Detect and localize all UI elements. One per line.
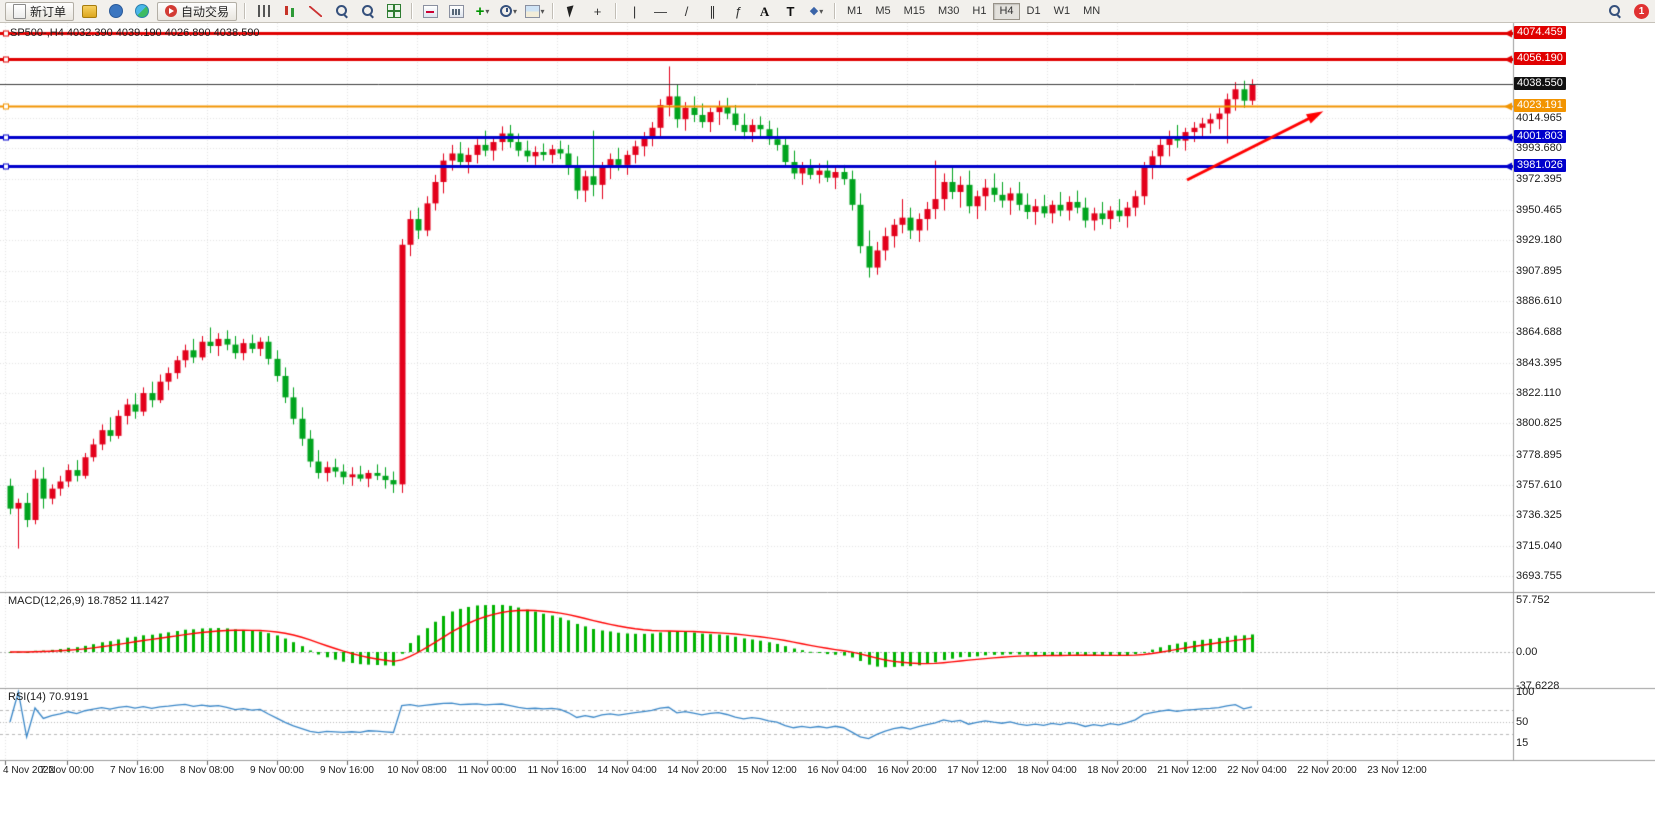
candlestick-chart-icon-glyph: [283, 5, 296, 18]
auto-trading-button-label: 自动交易: [181, 4, 230, 19]
timeframe-button-D1[interactable]: D1: [1021, 3, 1047, 20]
toolbar-separator: [552, 3, 555, 19]
terminal-icon-glyph: [82, 4, 98, 18]
toolbar-separator: [615, 3, 618, 19]
line-chart-icon-glyph: [309, 5, 323, 17]
chevron-down-icon: ▾: [485, 6, 490, 16]
auto-scroll-icon[interactable]: [418, 1, 443, 22]
text-label-icon[interactable]: T: [778, 1, 803, 22]
timeframe-button-H4[interactable]: H4: [993, 2, 1020, 20]
terminal-icon[interactable]: [77, 1, 102, 22]
templates-button-glyph: [524, 4, 540, 18]
timeframe-button-W1[interactable]: W1: [1048, 3, 1077, 20]
chart-shift-icon-glyph: [449, 4, 465, 18]
arrows-icon-glyph: ◆: [809, 4, 819, 17]
chevron-down-icon: ▾: [819, 6, 824, 16]
chevron-down-icon: ▾: [540, 6, 545, 16]
cursor-icon[interactable]: [559, 1, 584, 22]
fibonacci-icon-glyph: ƒ: [734, 3, 743, 19]
zoom-in-icon-glyph: [335, 4, 349, 18]
candlestick-chart-icon[interactable]: [277, 1, 302, 22]
horizontal-line-icon-glyph: —: [654, 3, 668, 19]
new-order-button-label: 新订单: [30, 4, 67, 19]
new-order-button-glyph: [13, 3, 26, 19]
new-order-button[interactable]: 新订单: [5, 1, 75, 21]
toolbar-separator: [411, 3, 414, 19]
community-icon-glyph: [134, 4, 149, 18]
bar-chart-icon[interactable]: [251, 1, 276, 22]
crosshair-icon-glyph: +: [593, 3, 602, 19]
auto-scroll-icon-glyph: [423, 4, 439, 18]
timeframe-button-H1[interactable]: H1: [966, 3, 992, 20]
notification-badge[interactable]: 1: [1634, 3, 1649, 19]
timeframe-button-M30[interactable]: M30: [932, 3, 965, 20]
periods-button[interactable]: ▾: [496, 1, 521, 22]
line-chart-icon[interactable]: [303, 1, 328, 22]
timeframe-button-M15[interactable]: M15: [898, 3, 931, 20]
text-label-icon-glyph: T: [786, 3, 795, 19]
channel-icon[interactable]: ∥: [700, 1, 725, 22]
bar-chart-icon-glyph: [257, 5, 270, 17]
indicators-button[interactable]: + ▾: [470, 1, 495, 22]
timeframe-button-M5[interactable]: M5: [869, 3, 896, 20]
zoom-out-icon-glyph: [361, 4, 375, 18]
search-icon-glyph: [1608, 4, 1622, 18]
timeframe-button-MN[interactable]: MN: [1077, 3, 1106, 20]
trendline-icon[interactable]: /: [674, 1, 699, 22]
text-icon[interactable]: A: [752, 1, 777, 22]
toolbar-separator: [834, 3, 837, 19]
trendline-icon-glyph: /: [684, 3, 689, 19]
market-watch-icon-glyph: [108, 4, 123, 18]
channel-icon-glyph: ∥: [709, 3, 716, 19]
zoom-out-icon[interactable]: [355, 1, 380, 22]
templates-button[interactable]: ▾: [522, 1, 547, 22]
market-watch-icon[interactable]: [103, 1, 128, 22]
periods-button-glyph: [500, 5, 513, 17]
vertical-line-icon[interactable]: |: [622, 1, 647, 22]
toolbar: 新订单 自动交易 + ▾ ▾ ▾ + | — / ∥ ƒ A T ◆ ▾ M1 M5 M15 M30 H1 H4 D1 W1 M…: [0, 0, 1655, 23]
chart-shift-icon[interactable]: [444, 1, 469, 22]
horizontal-line-icon[interactable]: —: [648, 1, 673, 22]
community-icon[interactable]: [129, 1, 154, 22]
search-icon[interactable]: [1602, 1, 1627, 22]
tile-windows-icon-glyph: [386, 4, 401, 18]
text-icon-glyph: A: [759, 3, 770, 19]
tile-windows-icon[interactable]: [381, 1, 406, 22]
toolbar-separator: [244, 3, 247, 19]
zoom-in-icon[interactable]: [329, 1, 354, 22]
timeframe-button-M1[interactable]: M1: [841, 3, 868, 20]
cursor-icon-glyph: [566, 4, 577, 18]
indicators-button-glyph: +: [475, 2, 485, 20]
auto-trading-button-glyph: [165, 5, 178, 17]
chevron-down-icon: ▾: [513, 6, 518, 16]
auto-trading-button[interactable]: 自动交易: [157, 1, 238, 21]
vertical-line-icon-glyph: |: [632, 3, 637, 19]
arrows-icon[interactable]: ◆ ▾: [804, 1, 829, 22]
crosshair-icon[interactable]: +: [585, 1, 610, 22]
fibonacci-icon[interactable]: ƒ: [726, 1, 751, 22]
